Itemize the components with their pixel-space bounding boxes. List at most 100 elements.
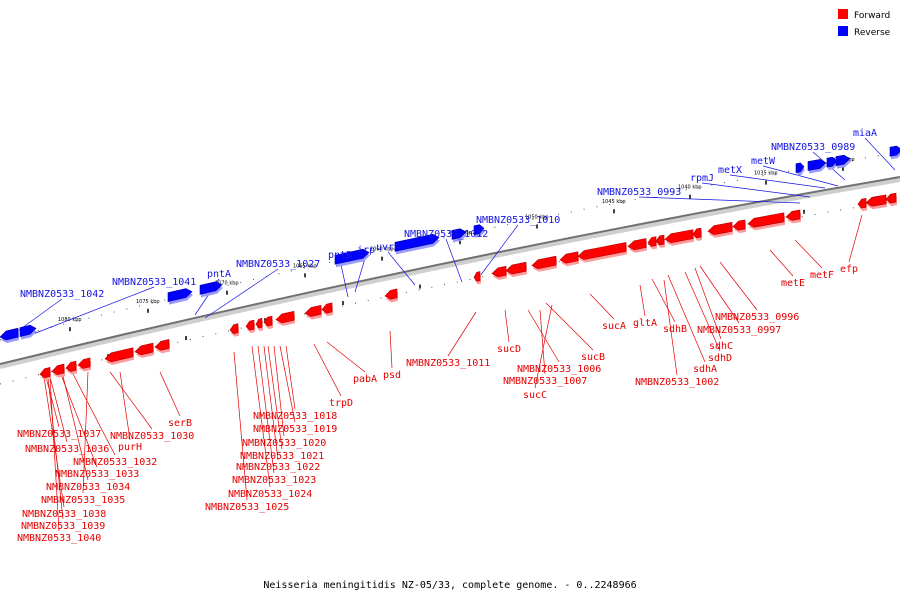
reverse-gene-label[interactable]: NMBNZ0533_1010 xyxy=(476,215,560,226)
reverse-gene-arrow[interactable] xyxy=(0,327,19,341)
forward-gene-arrow[interactable] xyxy=(229,323,239,335)
forward-gene-arrow[interactable] xyxy=(304,304,322,317)
forward-gene-arrow[interactable] xyxy=(747,212,785,228)
forward-gene-label[interactable]: NMBNZ0533_1002 xyxy=(635,377,719,388)
forward-gene-label[interactable]: NMBNZ0533_1022 xyxy=(236,462,320,473)
forward-gene-arrow[interactable] xyxy=(104,347,134,363)
forward-gene-arrow[interactable] xyxy=(692,227,702,239)
forward-gene-label[interactable]: efp xyxy=(840,264,858,275)
forward-gene-label[interactable]: sdhC xyxy=(709,341,733,352)
forward-gene-label[interactable]: pabA xyxy=(353,374,377,385)
forward-gene-label[interactable]: NMBNZ0533_1030 xyxy=(110,431,194,442)
reverse-gene-arrow[interactable] xyxy=(334,248,370,265)
reverse-gene-arrow[interactable] xyxy=(889,145,900,157)
reverse-gene-label[interactable]: metX xyxy=(718,165,742,176)
forward-gene-label[interactable]: NMBNZ0533_1033 xyxy=(55,469,139,480)
forward-gene-label[interactable]: sucD xyxy=(497,344,521,355)
reverse-gene-arrow[interactable] xyxy=(199,281,223,295)
forward-gene-arrow[interactable] xyxy=(577,242,627,260)
forward-gene-arrow[interactable] xyxy=(559,251,579,264)
reverse-gene-arrow[interactable] xyxy=(826,156,838,168)
forward-gene-label[interactable]: NMBNZ0533_0996 xyxy=(715,312,799,323)
forward-gene-label[interactable]: NMBNZ0533_0997 xyxy=(697,325,781,336)
forward-gene-arrow[interactable] xyxy=(51,363,65,375)
reverse-gene-arrow[interactable] xyxy=(795,162,805,174)
forward-gene-arrow[interactable] xyxy=(655,234,665,246)
forward-gene-label[interactable]: NMBNZ0533_1020 xyxy=(242,438,326,449)
forward-gene-arrow[interactable] xyxy=(885,192,897,204)
forward-gene-label[interactable]: NMBNZ0533_1039 xyxy=(21,521,105,532)
forward-gene-label[interactable]: NMBNZ0533_1019 xyxy=(253,424,337,435)
forward-gene-label[interactable]: metE xyxy=(781,278,805,289)
reverse-gene-label[interactable]: NMBNZ0533_0993 xyxy=(597,187,681,198)
forward-gene-label[interactable]: NMBNZ0533_1018 xyxy=(253,411,337,422)
forward-gene-label[interactable]: NMBNZ0533_1032 xyxy=(73,457,157,468)
forward-gene-label[interactable]: NMBNZ0533_1037 xyxy=(17,429,101,440)
reverse-gene-label[interactable]: rpmJ xyxy=(690,173,714,184)
reverse-gene-label[interactable]: uvrA xyxy=(376,242,400,253)
reverse-gene-label[interactable]: NMBNZ0533_1041 xyxy=(112,277,196,288)
forward-gene-arrow[interactable] xyxy=(321,302,333,314)
forward-gene-arrow[interactable] xyxy=(134,342,154,356)
reverse-gene-label[interactable]: NMBNZ0533_1027 xyxy=(236,259,320,270)
forward-gene-arrow[interactable] xyxy=(865,194,887,207)
forward-gene-label[interactable]: sucB xyxy=(581,352,605,363)
reverse-gene-label[interactable]: miaA xyxy=(853,128,877,139)
reverse-gene-label[interactable]: NMBNZ0533_1042 xyxy=(20,289,104,300)
forward-gene-arrow[interactable] xyxy=(491,265,507,278)
forward-gene-label[interactable]: NMBNZ0533_1040 xyxy=(17,533,101,544)
forward-gene-arrow[interactable] xyxy=(531,255,557,270)
forward-gene-arrow[interactable] xyxy=(275,310,295,324)
forward-gene-arrow[interactable] xyxy=(39,367,51,379)
forward-gene-label[interactable]: NMBNZ0533_1034 xyxy=(46,482,130,493)
reverse-gene-arrow[interactable] xyxy=(19,324,37,338)
forward-gene-label[interactable]: NMBNZ0533_1035 xyxy=(41,495,125,506)
forward-gene-label[interactable]: psd xyxy=(383,370,401,381)
forward-gene-label[interactable]: NMBNZ0533_1007 xyxy=(503,376,587,387)
reverse-gene-arrow[interactable] xyxy=(807,159,827,171)
forward-gene-label[interactable]: NMBNZ0533_1006 xyxy=(517,364,601,375)
forward-gene-label[interactable]: metF xyxy=(810,270,834,281)
reverse-gene-label[interactable]: irp xyxy=(357,245,375,256)
reverse-gene-arrow[interactable] xyxy=(167,288,193,303)
forward-gene-label[interactable]: NMBNZ0533_1038 xyxy=(22,509,106,520)
forward-gene-label[interactable]: trpD xyxy=(329,398,353,409)
forward-gene-label[interactable]: sdhD xyxy=(708,353,732,364)
reverse-gene-arrow[interactable] xyxy=(473,224,485,236)
forward-gene-arrow[interactable] xyxy=(255,317,263,329)
forward-gene-label[interactable]: NMBNZ0533_1025 xyxy=(205,502,289,513)
forward-gene-arrow[interactable] xyxy=(77,357,91,369)
reverse-gene-label[interactable]: pntB xyxy=(328,250,352,261)
forward-gene-label[interactable]: NMBNZ0533_1023 xyxy=(232,475,316,486)
forward-gene-label[interactable]: sdhB xyxy=(663,324,687,335)
forward-gene-arrow[interactable] xyxy=(857,197,867,209)
forward-gene-arrow[interactable] xyxy=(65,360,77,372)
forward-gene-label[interactable]: serB xyxy=(168,418,192,429)
reverse-gene-arrow[interactable] xyxy=(835,154,851,166)
forward-gene-arrow[interactable] xyxy=(263,315,273,327)
forward-gene-arrow[interactable] xyxy=(154,339,170,351)
forward-gene-arrow[interactable] xyxy=(664,229,694,244)
forward-gene-label[interactable]: NMBNZ0533_1011 xyxy=(406,358,490,369)
forward-gene-label[interactable]: sucA xyxy=(602,321,626,332)
reverse-gene-label[interactable]: NMBNZ0533_1012 xyxy=(404,229,488,240)
forward-gene-label[interactable]: sdhA xyxy=(693,364,717,375)
forward-gene-label[interactable]: sucC xyxy=(523,390,547,401)
forward-gene-arrow[interactable] xyxy=(627,238,647,251)
forward-gene-label[interactable]: NMBNZ0533_1021 xyxy=(240,451,324,462)
forward-gene-arrow[interactable] xyxy=(732,219,746,231)
reverse-gene-arrow[interactable] xyxy=(394,234,440,252)
forward-gene-arrow[interactable] xyxy=(785,209,801,221)
forward-gene-arrow[interactable] xyxy=(245,319,255,331)
forward-gene-arrow[interactable] xyxy=(707,221,733,236)
forward-gene-arrow[interactable] xyxy=(505,261,527,275)
reverse-gene-label[interactable]: NMBNZ0533_0989 xyxy=(771,142,855,153)
forward-gene-arrow[interactable] xyxy=(647,236,657,247)
forward-gene-arrow[interactable] xyxy=(473,271,481,282)
reverse-gene-label[interactable]: metW xyxy=(751,156,776,167)
forward-gene-label[interactable]: NMBNZ0533_1036 xyxy=(25,444,109,455)
forward-gene-label[interactable]: NMBNZ0533_1024 xyxy=(228,489,312,500)
forward-gene-label[interactable]: gltA xyxy=(633,318,657,329)
reverse-gene-label[interactable]: pntA xyxy=(207,269,231,280)
reverse-gene-arrow[interactable] xyxy=(451,228,467,240)
